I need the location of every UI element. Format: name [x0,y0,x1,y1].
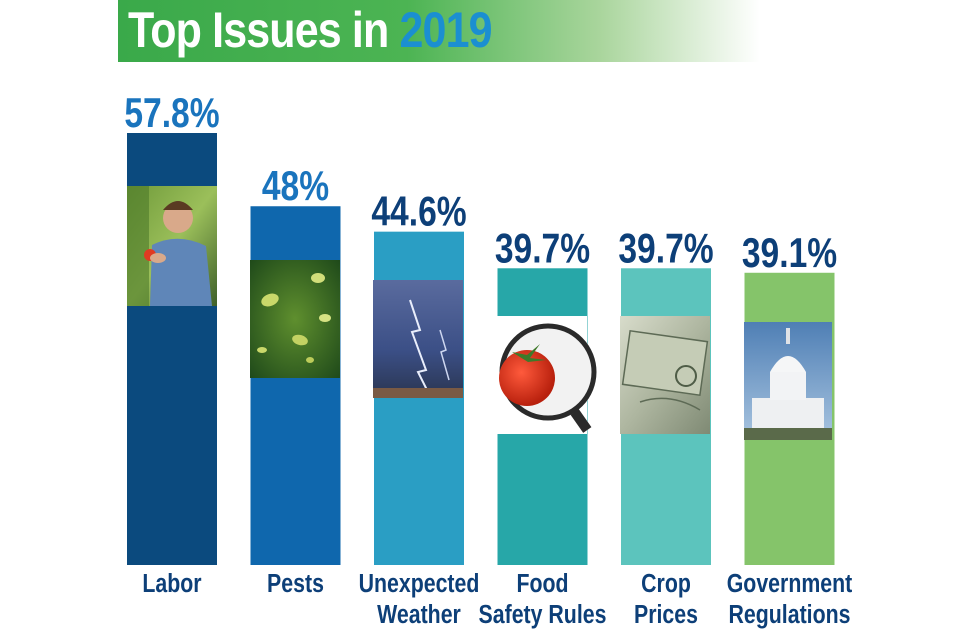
category-label-3-line-0: Food [516,569,568,599]
category-label-4-line-0: Crop [641,569,691,599]
title-banner [118,0,760,62]
value-label-4: 39.7% [618,226,713,272]
chart-title: Top Issues in 2019 [128,0,493,60]
chart-title-text: Top Issues in [128,2,400,58]
category-label-3-line-1: Safety Rules [479,600,607,630]
category-label-0-line-0: Labor [142,569,201,599]
tomato-magnifier-photo [497,316,597,434]
value-label-0: 57.8% [124,91,219,137]
value-label-1: 48% [262,164,329,210]
category-label-1-line-0: Pests [267,569,324,599]
category-label-5-line-0: Government [727,569,853,599]
farmer-photo [127,186,217,306]
category-label-2-line-1: Weather [377,600,461,630]
aphids-photo [250,260,340,378]
value-label-3: 39.7% [495,226,590,272]
category-label-2-line-0: Unexpected [359,569,480,599]
capitol-photo [744,322,832,440]
storm-photo [373,280,463,398]
money-photo [620,316,710,434]
category-label-4-line-1: Prices [634,600,698,630]
value-label-5: 39.1% [742,230,837,276]
category-label-5-line-1: Regulations [729,600,851,630]
value-label-2: 44.6% [371,189,466,235]
chart-title-year: 2019 [399,2,492,58]
